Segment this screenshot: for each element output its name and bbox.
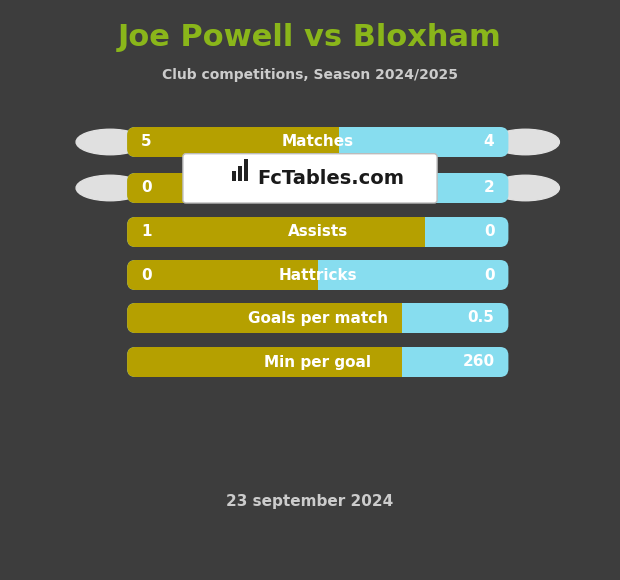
FancyBboxPatch shape xyxy=(127,173,196,203)
FancyBboxPatch shape xyxy=(183,154,437,203)
FancyBboxPatch shape xyxy=(127,260,508,290)
FancyBboxPatch shape xyxy=(127,217,425,247)
Text: 23 september 2024: 23 september 2024 xyxy=(226,494,394,509)
Text: Goals per match: Goals per match xyxy=(247,310,388,325)
Text: FcTables.com: FcTables.com xyxy=(257,169,404,188)
FancyBboxPatch shape xyxy=(127,173,508,203)
Text: Joe Powell vs Bloxham: Joe Powell vs Bloxham xyxy=(118,24,502,53)
Text: 4: 4 xyxy=(484,135,494,150)
Text: 0: 0 xyxy=(141,267,152,282)
FancyBboxPatch shape xyxy=(127,303,402,333)
Bar xyxy=(244,160,248,182)
Text: 260: 260 xyxy=(463,354,494,369)
FancyBboxPatch shape xyxy=(127,217,508,247)
Text: Hattricks: Hattricks xyxy=(278,267,357,282)
Bar xyxy=(309,260,317,290)
Text: Assists: Assists xyxy=(288,224,348,240)
Text: 0: 0 xyxy=(484,267,494,282)
FancyBboxPatch shape xyxy=(127,127,339,157)
FancyBboxPatch shape xyxy=(127,260,317,290)
Text: Club competitions, Season 2024/2025: Club competitions, Season 2024/2025 xyxy=(162,68,458,82)
Text: 1: 1 xyxy=(141,224,152,240)
Text: Goals: Goals xyxy=(294,180,342,195)
Ellipse shape xyxy=(492,129,559,155)
FancyBboxPatch shape xyxy=(127,303,508,333)
Bar xyxy=(393,303,402,333)
FancyBboxPatch shape xyxy=(127,127,508,157)
Bar xyxy=(416,217,425,247)
Text: 2: 2 xyxy=(484,180,494,195)
Text: 0: 0 xyxy=(484,224,494,240)
Ellipse shape xyxy=(76,129,144,155)
Text: 0: 0 xyxy=(141,180,152,195)
Text: Min per goal: Min per goal xyxy=(264,354,371,369)
Bar xyxy=(232,171,236,182)
Bar xyxy=(187,173,196,203)
FancyBboxPatch shape xyxy=(127,347,508,377)
Bar xyxy=(393,347,402,377)
Ellipse shape xyxy=(492,175,559,201)
Ellipse shape xyxy=(76,175,144,201)
FancyBboxPatch shape xyxy=(127,347,402,377)
Bar xyxy=(330,127,339,157)
Bar xyxy=(238,166,242,182)
Text: 0.5: 0.5 xyxy=(467,310,494,325)
Text: 5: 5 xyxy=(141,135,152,150)
Text: Matches: Matches xyxy=(281,135,354,150)
